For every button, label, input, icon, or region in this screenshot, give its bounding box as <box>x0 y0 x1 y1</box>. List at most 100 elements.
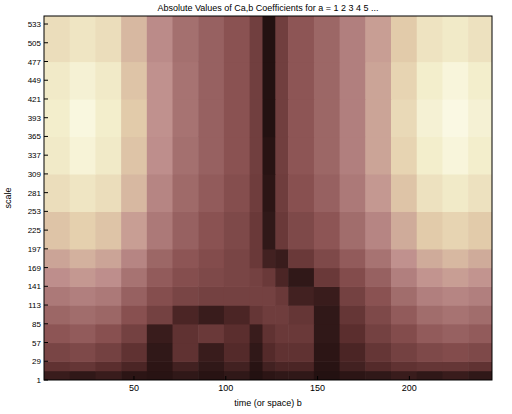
cell <box>224 371 250 380</box>
cell <box>95 324 121 343</box>
cell <box>147 268 173 287</box>
cell <box>173 62 199 100</box>
cell <box>224 249 250 268</box>
cell <box>391 371 417 380</box>
cell <box>250 268 263 287</box>
cell <box>198 305 224 324</box>
cell <box>121 324 147 343</box>
cell <box>442 249 468 268</box>
cell <box>44 343 70 362</box>
y-tick-label: 225 <box>28 226 42 235</box>
y-tick <box>44 24 48 25</box>
y-tick <box>44 61 48 62</box>
cell <box>173 371 199 380</box>
cell <box>275 211 288 249</box>
y-tick <box>44 361 48 362</box>
cell <box>121 268 147 287</box>
y-tick <box>44 80 48 81</box>
cell <box>44 324 70 343</box>
cell <box>340 174 366 212</box>
cell <box>70 343 96 362</box>
cell <box>70 305 96 324</box>
cell <box>417 361 443 371</box>
y-tick <box>44 42 48 43</box>
cell <box>70 16 96 62</box>
cell <box>314 361 340 371</box>
cell <box>224 211 250 249</box>
y-tick <box>44 136 48 137</box>
cell <box>70 371 96 380</box>
cell <box>275 16 288 62</box>
y-tick <box>44 323 48 324</box>
cell <box>365 361 391 371</box>
cell <box>121 371 147 380</box>
y-tick-label: 505 <box>28 39 42 48</box>
cell <box>288 268 314 287</box>
cell <box>147 249 173 268</box>
cell <box>224 99 250 137</box>
cell <box>147 99 173 137</box>
cell <box>468 62 492 100</box>
y-tick <box>44 211 48 212</box>
cell <box>442 211 468 249</box>
cell <box>275 249 288 268</box>
x-tick-label: 100 <box>218 383 233 393</box>
cell <box>147 211 173 249</box>
cell <box>198 174 224 212</box>
cell <box>262 99 275 137</box>
cell <box>262 305 275 324</box>
cell <box>417 371 443 380</box>
cell <box>391 249 417 268</box>
y-tick <box>44 286 48 287</box>
y-tick <box>44 230 48 231</box>
y-tick <box>44 173 48 174</box>
cell <box>224 286 250 305</box>
cell <box>340 305 366 324</box>
cell <box>468 305 492 324</box>
cell <box>250 211 263 249</box>
cell <box>147 174 173 212</box>
cell <box>417 249 443 268</box>
cell <box>44 305 70 324</box>
cell <box>391 361 417 371</box>
cell <box>442 174 468 212</box>
cell <box>417 174 443 212</box>
cell <box>262 361 275 371</box>
cell <box>417 99 443 137</box>
cell <box>250 99 263 137</box>
cell <box>391 136 417 174</box>
y-tick-label: 113 <box>28 301 41 310</box>
cell <box>365 16 391 62</box>
cell <box>365 62 391 100</box>
cell <box>442 361 468 371</box>
cell <box>44 268 70 287</box>
cell <box>288 371 314 380</box>
cell <box>262 174 275 212</box>
cell <box>147 324 173 343</box>
cell <box>44 286 70 305</box>
cell <box>391 268 417 287</box>
x-tick <box>133 376 134 380</box>
cell <box>262 343 275 362</box>
cell <box>95 305 121 324</box>
cell <box>314 324 340 343</box>
y-tick <box>44 98 48 99</box>
cell <box>147 16 173 62</box>
y-tick-label: 477 <box>28 58 42 67</box>
cell <box>340 99 366 137</box>
cell <box>365 343 391 362</box>
plot-frame <box>44 16 492 380</box>
cell <box>365 99 391 137</box>
cell <box>275 99 288 137</box>
y-tick <box>44 192 48 193</box>
y-tick-label: 85 <box>32 320 41 329</box>
cell <box>417 136 443 174</box>
cell <box>288 62 314 100</box>
cell <box>314 136 340 174</box>
title: Absolute Values of Ca,b Coefficients for… <box>157 3 378 13</box>
y-tick-label: 253 <box>28 207 42 216</box>
cell <box>468 371 492 380</box>
cell <box>468 136 492 174</box>
y-tick-label: 197 <box>28 245 42 254</box>
cell <box>365 249 391 268</box>
